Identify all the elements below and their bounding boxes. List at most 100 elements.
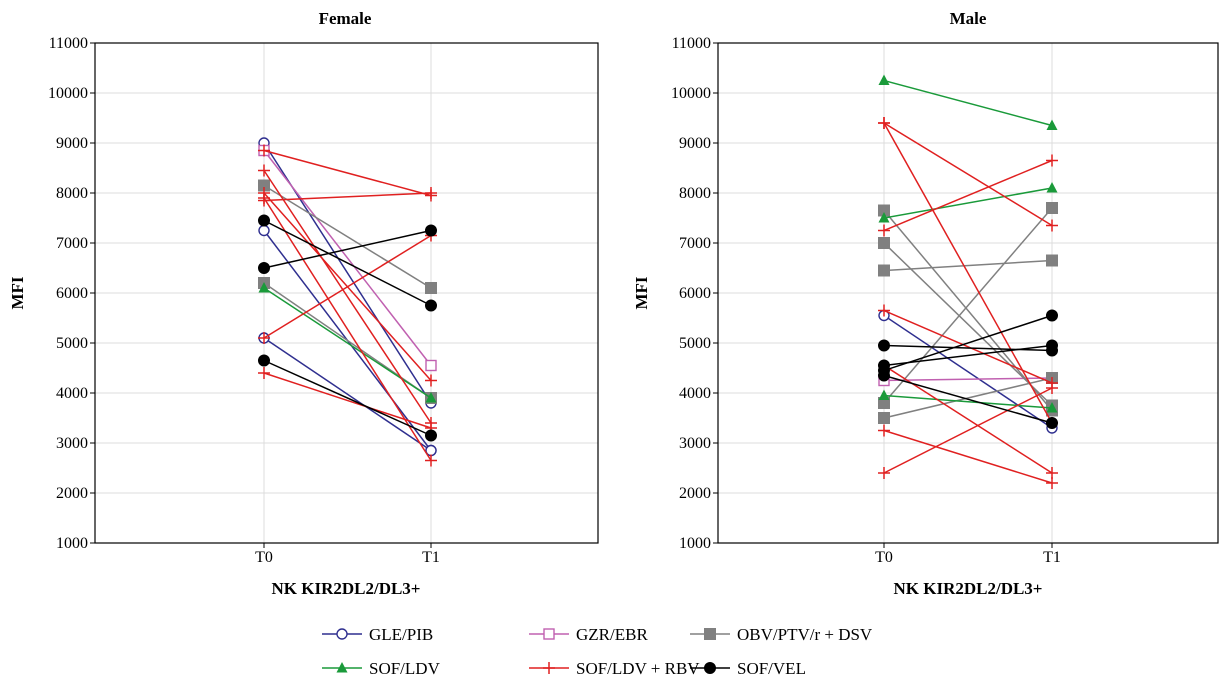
panel-0: 1000 2000 3000 4000 5000 6000 7000 8000 9000 1000… — [8, 9, 599, 598]
data-point-shape — [1046, 402, 1058, 413]
series-segment — [883, 259, 1053, 272]
y-tick-label: 1000 — [56, 535, 88, 552]
data-point — [1046, 254, 1058, 267]
series-segment — [883, 122, 1053, 227]
data-point — [425, 224, 437, 237]
series-segment — [263, 170, 432, 424]
data-point — [258, 224, 270, 237]
y-tick-label: 8000 — [679, 185, 711, 202]
data-point — [878, 224, 890, 237]
series-line — [258, 229, 437, 344]
series-segment — [883, 309, 1053, 384]
y-tick-label: 11000 — [672, 35, 711, 52]
y-tick-label: 3000 — [679, 435, 711, 452]
data-point — [878, 304, 890, 317]
data-point — [878, 74, 890, 85]
legend-marker-shape — [543, 628, 555, 640]
series-line — [258, 192, 437, 467]
data-point-shape — [878, 117, 890, 129]
series-segment — [263, 197, 432, 461]
series-line — [878, 309, 1058, 434]
x-tick-label: T0 — [255, 549, 273, 566]
series-segment — [263, 234, 432, 339]
series-segment — [883, 159, 1053, 232]
data-point — [878, 339, 890, 352]
data-point — [878, 389, 890, 400]
legend-marker — [336, 628, 348, 640]
series-line — [878, 389, 1058, 413]
series-segment — [263, 192, 432, 202]
series-segment — [883, 187, 1053, 219]
legend-label: SOF/LDV — [369, 659, 441, 678]
data-point — [878, 264, 890, 277]
legend-marker-shape — [336, 662, 348, 673]
data-point-shape — [258, 282, 270, 293]
data-point — [1046, 202, 1058, 214]
data-point-shape — [1046, 154, 1058, 167]
series-segment — [883, 314, 1053, 372]
y-tick-label: 9000 — [679, 135, 711, 152]
data-point-shape — [878, 467, 890, 479]
data-point — [258, 192, 270, 204]
series-line — [878, 254, 1058, 277]
series-segment — [263, 337, 432, 452]
series-line — [258, 367, 437, 434]
data-point-shape — [878, 389, 890, 400]
data-point-shape — [878, 237, 890, 249]
series-line — [878, 182, 1058, 223]
chart-title: Male — [950, 9, 987, 28]
series-line — [878, 154, 1058, 237]
data-point — [1046, 309, 1058, 322]
y-tick-label: 6000 — [56, 285, 88, 302]
legend-entry: GLE/PIB — [322, 625, 433, 644]
x-axis-label: NK KIR2DL2/DL3+ — [893, 579, 1042, 598]
data-point-shape — [258, 354, 270, 367]
data-point-shape — [258, 367, 270, 379]
legend-label: GLE/PIB — [369, 625, 433, 644]
data-point-shape — [1046, 254, 1058, 267]
data-point — [1046, 154, 1058, 167]
data-point — [1046, 219, 1058, 232]
data-point-shape — [878, 339, 890, 352]
y-tick-label: 10000 — [671, 85, 711, 102]
y-tick-label: 9000 — [56, 135, 88, 152]
y-tick-label: 2000 — [679, 485, 711, 502]
data-point — [258, 214, 270, 227]
legend-marker — [704, 662, 716, 674]
legend-marker-shape — [543, 662, 555, 674]
data-point-shape — [258, 144, 270, 157]
data-point — [1046, 477, 1058, 489]
data-point — [878, 359, 890, 372]
legend-entry: GZR/EBR — [529, 625, 648, 644]
data-point-shape — [878, 369, 890, 382]
y-tick-label: 5000 — [56, 335, 88, 352]
legend-entry: OBV/PTV/r + DSV — [690, 625, 873, 644]
data-point-shape — [1046, 417, 1058, 429]
data-point-shape — [425, 187, 437, 199]
data-point-shape — [425, 359, 437, 372]
data-point-shape — [258, 262, 270, 274]
series-segment — [883, 394, 1053, 409]
legend-marker — [704, 628, 716, 640]
series-line — [878, 369, 1058, 429]
series-line — [878, 359, 1058, 479]
data-point — [878, 212, 890, 223]
legend-label: SOF/LDV + RBV — [576, 659, 700, 678]
y-tick-label: 4000 — [679, 385, 711, 402]
y-tick-label: 11000 — [49, 35, 88, 52]
data-point-shape — [258, 214, 270, 227]
series-segment — [883, 344, 1053, 352]
y-tick-label: 6000 — [679, 285, 711, 302]
data-point-shape — [1046, 339, 1058, 352]
data-point-shape — [425, 454, 437, 467]
legend-entry: SOF/VEL — [690, 659, 806, 678]
series-segment — [883, 242, 1053, 407]
data-point-shape — [878, 424, 890, 437]
y-tick-label: 4000 — [56, 385, 88, 402]
y-tick-label: 5000 — [679, 335, 711, 352]
series-segment — [883, 314, 1053, 429]
data-point — [1046, 119, 1058, 130]
data-point — [258, 144, 270, 157]
data-point-shape — [878, 212, 890, 223]
